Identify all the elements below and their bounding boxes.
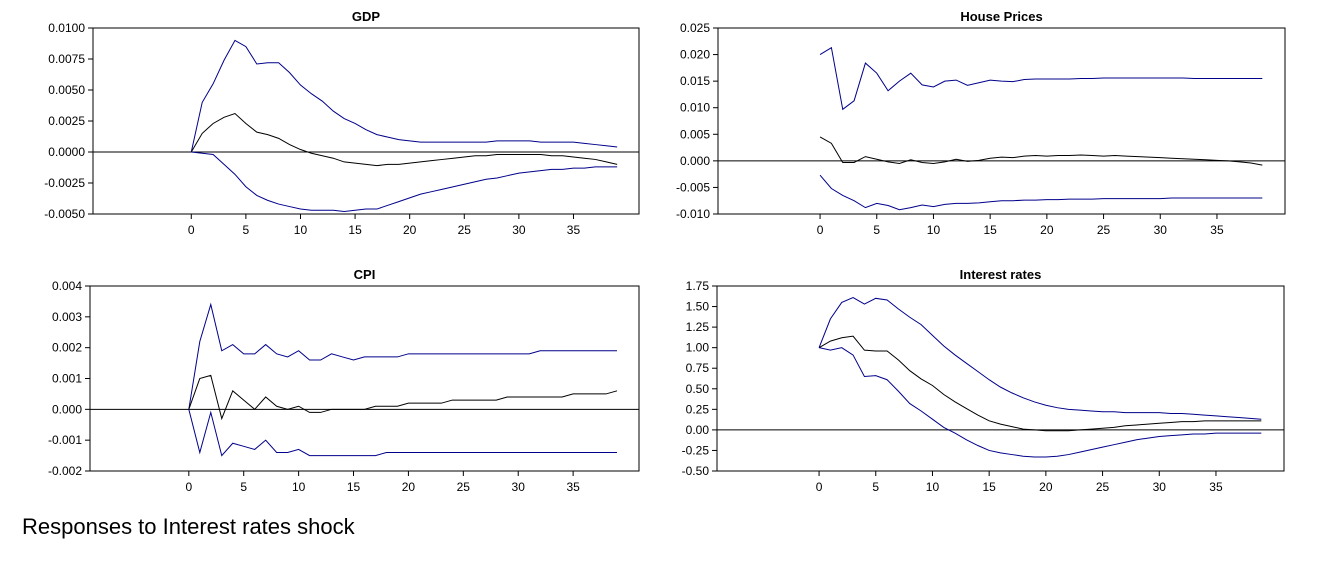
plot-frame [716,285,1285,472]
series-line-lower [191,151,618,213]
series-line-response [190,112,618,167]
series-line-response [819,136,1263,166]
chart-panel-cpi: CPI -0.002 -0.001 0.000 0.001 0.002 0.003 0.004… [48,267,640,494]
chart-panel-gdp: GDP -0.0050 -0.0025 0.0000 0.0025 0.0050 0.007… [44,9,640,237]
y-tick-label: 0.020 [680,48,710,62]
y-tick-label: 0.0100 [48,21,85,35]
y-tick-label: 0.010 [680,101,710,115]
series-line-upper [819,46,1263,111]
chart-title: CPI [354,267,376,282]
y-tick-label: -0.010 [676,207,710,221]
y-tick-label: 0.0025 [48,114,85,128]
x-tick-label: 5 [873,223,880,237]
y-tick-label: -0.005 [676,180,710,194]
x-tick-label: 25 [1097,223,1111,237]
x-tick-label: 5 [240,480,247,494]
y-tick-label: 0.003 [52,310,82,324]
y-tick-label: -0.25 [682,443,710,457]
y-tick-label: 0.0000 [48,145,85,159]
x-tick-label: 10 [294,223,308,237]
series-line-upper [190,39,618,153]
chart-title: Interest rates [960,267,1042,282]
plot-frame [92,27,640,215]
y-tick-label: 0.005 [680,127,710,141]
series-line-lower [188,409,618,457]
x-tick-label: 30 [1154,223,1168,237]
y-tick-label: 0.025 [680,21,710,35]
x-tick-label: 25 [1096,480,1110,494]
y-tick-label: 0.000 [52,402,82,416]
x-tick-label: 20 [403,223,417,237]
x-tick-label: 15 [983,223,997,237]
y-tick-label: 0.015 [680,74,710,88]
x-tick-label: 20 [402,480,416,494]
series-line-lower [819,174,1263,211]
y-tick-label: 0.0075 [48,52,85,66]
y-tick-label: -0.50 [682,464,710,478]
y-tick-label: -0.0025 [44,176,85,190]
chart-panel-house-prices: House Prices -0.010 -0.005 0.000 0.005 0.010 0… [676,9,1286,237]
x-tick-label: 35 [1210,223,1224,237]
x-tick-label: 25 [458,223,472,237]
chart-title: GDP [352,9,381,24]
y-tick-label: 0.25 [686,402,710,416]
y-tick-label: 0.000 [680,154,710,168]
x-tick-label: 0 [816,480,823,494]
series-line-response [188,374,618,421]
series-line-lower [818,347,1262,458]
x-tick-label: 15 [982,480,996,494]
figure-caption: Responses to Interest rates shock [22,514,355,539]
y-tick-label: 1.25 [686,320,710,334]
x-tick-label: 10 [292,480,306,494]
series-line-response [818,335,1262,432]
y-tick-label: 1.50 [686,300,710,314]
y-tick-label: 1.00 [686,341,710,355]
x-tick-label: 35 [1209,480,1223,494]
y-tick-label: 0.75 [686,361,710,375]
y-tick-label: 0.002 [52,341,82,355]
x-tick-label: 30 [512,480,526,494]
y-tick-label: 0.004 [52,279,82,293]
x-tick-label: 15 [347,480,361,494]
x-tick-label: 0 [188,223,195,237]
x-tick-label: 5 [872,480,879,494]
y-tick-label: 0.00 [686,423,710,437]
x-tick-label: 35 [567,223,581,237]
x-tick-label: 10 [926,480,940,494]
y-tick-label: 0.001 [52,372,82,386]
plot-frame [89,285,640,472]
series-line-upper [188,302,618,410]
x-tick-label: 25 [457,480,471,494]
x-tick-label: 0 [817,223,824,237]
y-tick-label: -0.002 [48,464,82,478]
x-tick-label: 30 [512,223,526,237]
series-line-upper [818,296,1262,420]
x-tick-label: 35 [566,480,580,494]
x-tick-label: 20 [1040,223,1054,237]
x-tick-label: 30 [1153,480,1167,494]
x-tick-label: 20 [1039,480,1053,494]
y-tick-label: 0.0050 [48,83,85,97]
y-tick-label: 0.50 [686,382,710,396]
y-tick-label: 1.75 [686,279,710,293]
x-tick-label: 15 [348,223,362,237]
x-tick-label: 10 [927,223,941,237]
plot-frame [717,27,1286,215]
x-tick-label: 5 [243,223,250,237]
y-tick-label: -0.0050 [44,207,85,221]
y-tick-label: -0.001 [48,433,82,447]
x-tick-label: 0 [185,480,192,494]
chart-title: House Prices [960,9,1042,24]
chart-panel-interest-rates: Interest rates -0.50 -0.25 0.00 0.25 0.50 0.75… [682,267,1285,494]
